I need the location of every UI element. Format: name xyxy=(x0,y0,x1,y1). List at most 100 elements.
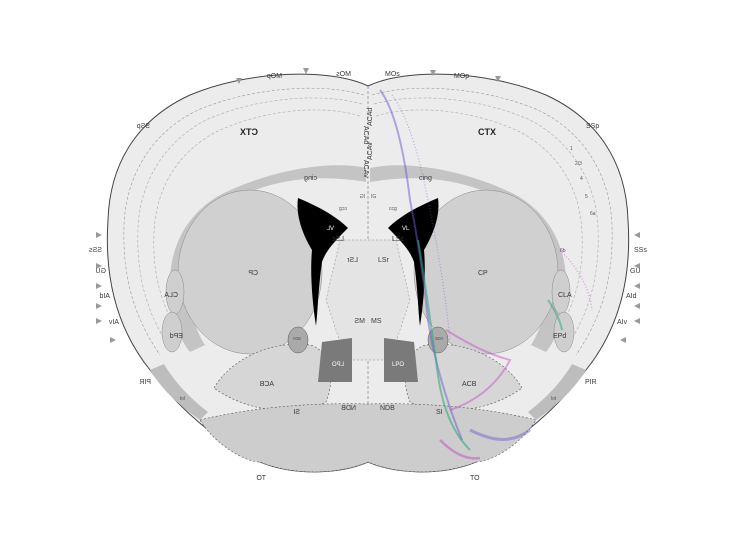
layer-label: 6b xyxy=(560,248,566,254)
label-si-right: SI xyxy=(436,409,443,416)
label-ndb-right: NDB xyxy=(380,405,395,412)
label-cing-left: cing xyxy=(304,175,317,182)
fiber-blue-2 xyxy=(391,94,451,341)
label-epd-left: EPd xyxy=(170,333,183,340)
label-gu-right: GU xyxy=(630,268,641,275)
label-acav-right: ACAv xyxy=(367,142,374,160)
cortex-layer-line-right-1 xyxy=(371,87,613,356)
label-cp-right: CP xyxy=(478,270,488,277)
label-ssp-right: SSp xyxy=(586,123,599,130)
label-lpo-right: LPO xyxy=(392,362,404,368)
marker-triangle xyxy=(96,283,102,289)
lpo-left xyxy=(318,338,352,382)
marker-triangle xyxy=(110,337,116,343)
label-vl-left: VL xyxy=(326,226,334,232)
label-lsc-left: LSc xyxy=(331,236,344,243)
label-pir-right: PIR xyxy=(585,379,597,386)
epd-right xyxy=(553,311,575,353)
epd-left xyxy=(161,311,183,353)
label-ndb-left: NDB xyxy=(341,405,356,412)
marker-triangle xyxy=(634,263,640,269)
label-lsr-left: LSr xyxy=(346,257,358,264)
layer-label: 2/3 xyxy=(575,161,582,167)
projection-labeling xyxy=(379,89,593,460)
label-mop-left: MOp xyxy=(267,73,282,80)
label-acad-left: ACAd xyxy=(362,126,369,144)
label-aco-left: aco xyxy=(293,336,301,342)
label-vl-right: VL xyxy=(402,226,410,232)
marker-triangle xyxy=(96,318,102,324)
lateral-ventricle-right xyxy=(388,198,439,326)
label-to-right: TO xyxy=(470,475,480,482)
fiber-blue-3 xyxy=(469,428,531,441)
layer-label: 1 xyxy=(570,146,573,152)
cortex-layer-line-left-1 xyxy=(123,87,365,356)
label-cing-right: cing xyxy=(419,175,432,182)
cortical-layer-labels: 1 2/3 4 5 6a 6b xyxy=(560,146,596,254)
marker-triangle xyxy=(236,78,242,84)
marker-triangle xyxy=(303,68,309,74)
marker-triangle xyxy=(634,318,640,324)
label-lsc-right: LSc xyxy=(392,236,405,243)
label-cp-left: CP xyxy=(248,270,258,277)
aco-left xyxy=(287,326,309,354)
label-si-left: SI xyxy=(293,409,300,416)
label-to-left: TO xyxy=(256,475,266,482)
lateral-ventricle-left xyxy=(297,198,348,326)
pir-right xyxy=(528,364,586,420)
marker-triangle xyxy=(430,70,436,76)
fiber-magenta-1 xyxy=(445,329,512,411)
label-aid-right: AId xyxy=(626,293,637,300)
region-boundary-markers xyxy=(96,68,640,343)
marker-triangle xyxy=(96,232,102,238)
fiber-green-2 xyxy=(547,299,563,331)
label-aiv-left: AIv xyxy=(108,319,119,326)
label-ctx-right: CTX xyxy=(478,127,496,137)
label-ctx-left: CTX xyxy=(240,127,258,137)
fiber-magenta-2 xyxy=(559,249,593,311)
label-mop-right: MOp xyxy=(454,73,469,80)
layer-label: 4 xyxy=(580,176,583,182)
label-ig-left: IG xyxy=(360,194,365,200)
label-acb-right: ACB xyxy=(462,381,477,388)
marker-triangle xyxy=(620,337,626,343)
cortex-layer-line-left-2 xyxy=(137,97,363,346)
marker-triangle xyxy=(634,283,640,289)
cortex-layer-line-right-2 xyxy=(373,97,599,346)
label-aiv-right: AIv xyxy=(617,319,628,326)
label-sss-right: SSs xyxy=(634,247,647,254)
ventral-region xyxy=(199,403,537,473)
label-lot-left: lot xyxy=(179,396,185,402)
layer-label: 5 xyxy=(585,194,588,200)
label-cla-right: CLA xyxy=(558,292,572,299)
fiber-magenta-3 xyxy=(439,439,481,460)
left-hemisphere-mirrored-labels: CTX CP ACB VL LSc LSr MS LPO NDB SI TO P… xyxy=(89,71,365,482)
marker-triangle xyxy=(634,303,640,309)
label-ig-right: IG xyxy=(371,194,376,200)
label-lpo-left: LPO xyxy=(332,362,344,368)
label-pir-left: PIR xyxy=(139,379,151,386)
label-mos-right: MOs xyxy=(385,71,400,78)
label-ms-right: MS xyxy=(371,318,382,325)
label-epd-right: EPd xyxy=(553,333,566,340)
label-mos-left: MOs xyxy=(336,71,351,78)
label-aco-right: aco xyxy=(435,336,443,342)
fiber-green-1 xyxy=(417,239,471,451)
label-aid-left: AId xyxy=(99,293,110,300)
label-lsr-right: LSr xyxy=(378,257,390,264)
label-gu-left: GU xyxy=(96,268,107,275)
marker-triangle xyxy=(96,303,102,309)
lpo-right xyxy=(384,338,418,382)
label-ccg-left: ccg xyxy=(339,206,347,212)
label-ms-left: MS xyxy=(354,318,365,325)
pir-left xyxy=(150,364,208,420)
layer-label: 6a xyxy=(590,211,596,217)
label-acad-right: ACAd xyxy=(367,108,374,126)
label-sss-left: SSs xyxy=(89,247,102,254)
marker-triangle xyxy=(96,263,102,269)
label-acav-left: ACAv xyxy=(362,160,369,178)
marker-triangle xyxy=(634,232,640,238)
label-cla-left: CLA xyxy=(164,292,178,299)
